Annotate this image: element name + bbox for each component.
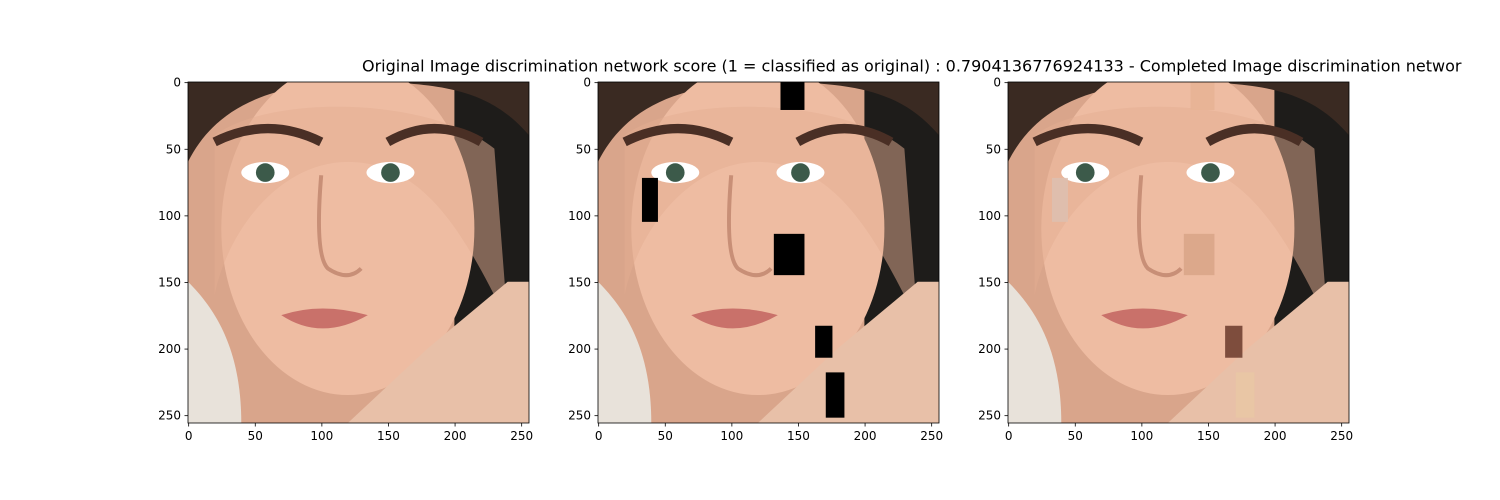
x-tick-label: 100 <box>1130 429 1153 443</box>
x-tick-label: 250 <box>920 429 943 443</box>
y-tick-label: 150 <box>158 275 181 289</box>
y-tick-label: 150 <box>978 275 1001 289</box>
axes-frame <box>1007 81 1350 424</box>
x-tick-label: 50 <box>248 429 263 443</box>
x-tick-label: 0 <box>1005 429 1013 443</box>
x-tick-label: 150 <box>1197 429 1220 443</box>
completed-region <box>1225 325 1243 358</box>
x-tick-label: 200 <box>854 429 877 443</box>
x-tick-label: 250 <box>510 429 533 443</box>
y-tick-label: 100 <box>158 209 181 223</box>
y-tick-label: 250 <box>978 409 1001 423</box>
figure-title: Original Image discrimination network sc… <box>362 57 1462 76</box>
y-tick-label: 250 <box>568 409 591 423</box>
x-tick-label: 200 <box>444 429 467 443</box>
y-tick-label: 50 <box>576 142 591 156</box>
mask-region <box>641 177 658 222</box>
x-tick-label: 200 <box>1264 429 1287 443</box>
face-image <box>1008 82 1349 423</box>
face-image <box>188 62 529 423</box>
x-tick-label: 100 <box>720 429 743 443</box>
image-panel: 0 50 100 150 200 250 0 50 100 150 200 250 <box>158 62 533 443</box>
y-tick-label: 150 <box>568 275 591 289</box>
y-tick-label: 250 <box>158 409 181 423</box>
completed-region <box>1190 82 1215 110</box>
axes-frame <box>187 81 530 424</box>
mask-region <box>780 82 805 110</box>
image-panel: 0 50 100 150 200 250 0 50 100 150 200 250 <box>978 76 1353 443</box>
image-panel: 0 50 100 150 200 250 0 50 100 150 200 250 <box>568 76 943 443</box>
mask-region <box>815 325 833 358</box>
y-tick-label: 100 <box>978 209 1001 223</box>
mask-region <box>825 372 845 418</box>
completed-region <box>1183 233 1215 276</box>
y-tick-label: 50 <box>986 142 1001 156</box>
x-tick-label: 0 <box>185 429 193 443</box>
x-tick-label: 250 <box>1330 429 1353 443</box>
completed-region <box>1051 177 1068 222</box>
y-tick-label: 0 <box>173 76 181 90</box>
y-tick-label: 200 <box>158 342 181 356</box>
y-tick-label: 200 <box>978 342 1001 356</box>
y-tick-label: 0 <box>993 76 1001 90</box>
axes-frame <box>597 81 940 424</box>
y-tick-label: 50 <box>166 142 181 156</box>
x-tick-label: 150 <box>377 429 400 443</box>
completed-region <box>1235 372 1255 418</box>
y-tick-label: 200 <box>568 342 591 356</box>
x-tick-label: 50 <box>1068 429 1083 443</box>
x-tick-label: 50 <box>658 429 673 443</box>
x-tick-label: 150 <box>787 429 810 443</box>
face-image <box>598 82 939 423</box>
x-tick-label: 0 <box>595 429 603 443</box>
panels: 0 50 100 150 200 250 0 50 100 150 200 250 0 50 100 150 2… <box>158 62 1353 443</box>
mask-region <box>773 233 805 276</box>
y-tick-label: 100 <box>568 209 591 223</box>
y-tick-label: 0 <box>583 76 591 90</box>
x-tick-label: 100 <box>310 429 333 443</box>
